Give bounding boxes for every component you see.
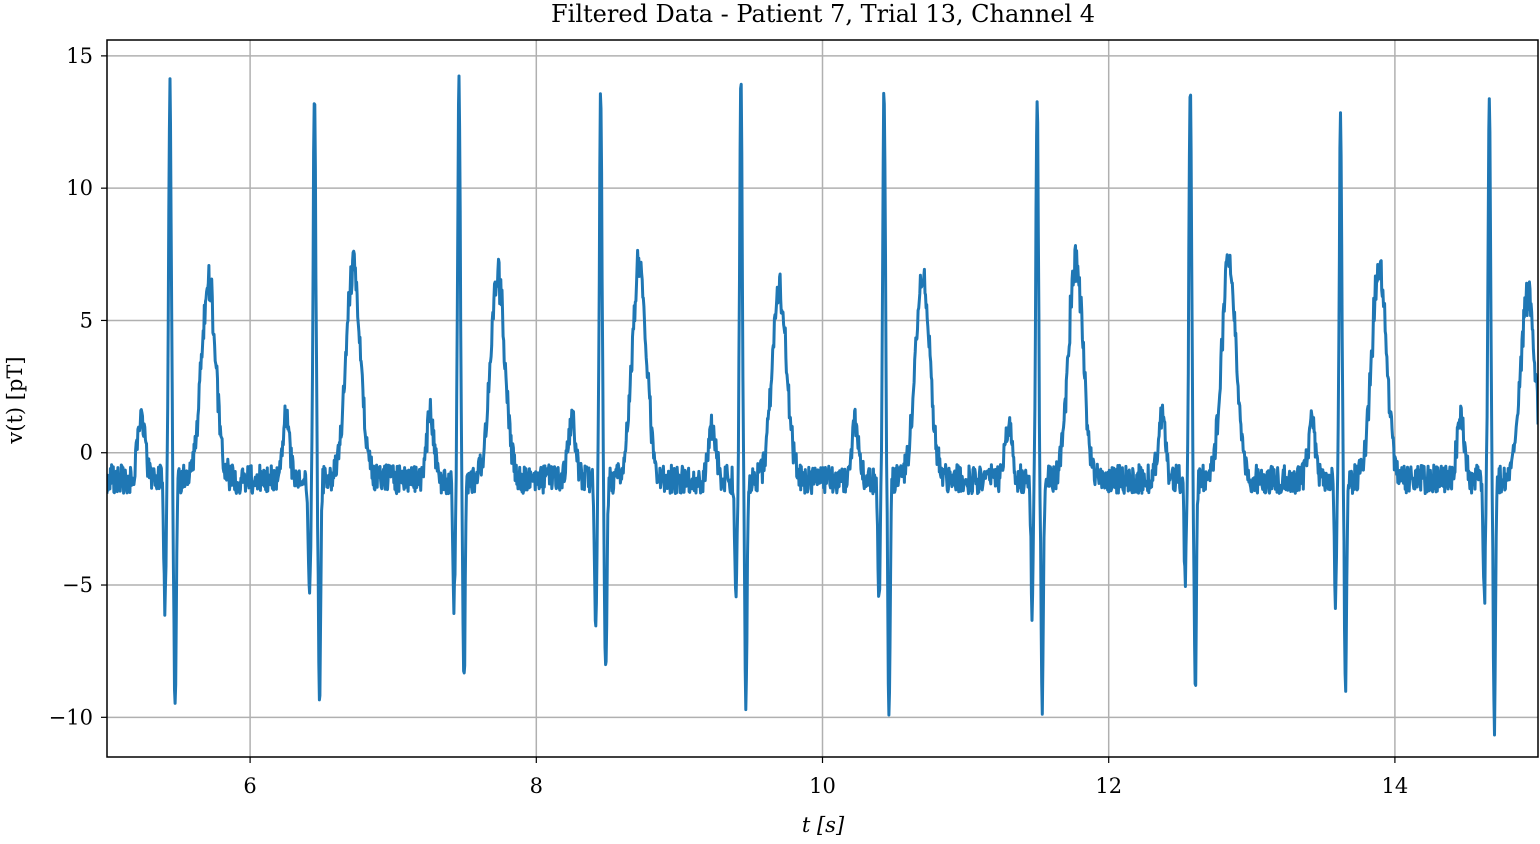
x-axis: 6 8 10 12 14	[243, 757, 1408, 798]
y-tick-label: −10	[49, 705, 93, 729]
signal-line	[107, 74, 1538, 737]
y-axis: −10 −5 0 5 10 15	[49, 44, 107, 729]
y-axis-label: v(t) [pT]	[3, 356, 27, 444]
y-tick-label: 15	[66, 44, 93, 68]
chart-title: Filtered Data - Patient 7, Trial 13, Cha…	[551, 0, 1095, 28]
x-tick-label: 14	[1382, 774, 1409, 798]
x-axis-label: t [s]	[802, 813, 845, 837]
x-tick-label: 12	[1095, 774, 1122, 798]
y-tick-label: 5	[80, 308, 93, 332]
x-tick-label: 6	[243, 774, 256, 798]
y-tick-label: 0	[80, 441, 93, 465]
x-tick-label: 8	[530, 774, 543, 798]
x-tick-label: 10	[809, 774, 836, 798]
grid	[107, 40, 1538, 757]
y-tick-label: 10	[66, 176, 93, 200]
y-tick-label: −5	[62, 573, 93, 597]
